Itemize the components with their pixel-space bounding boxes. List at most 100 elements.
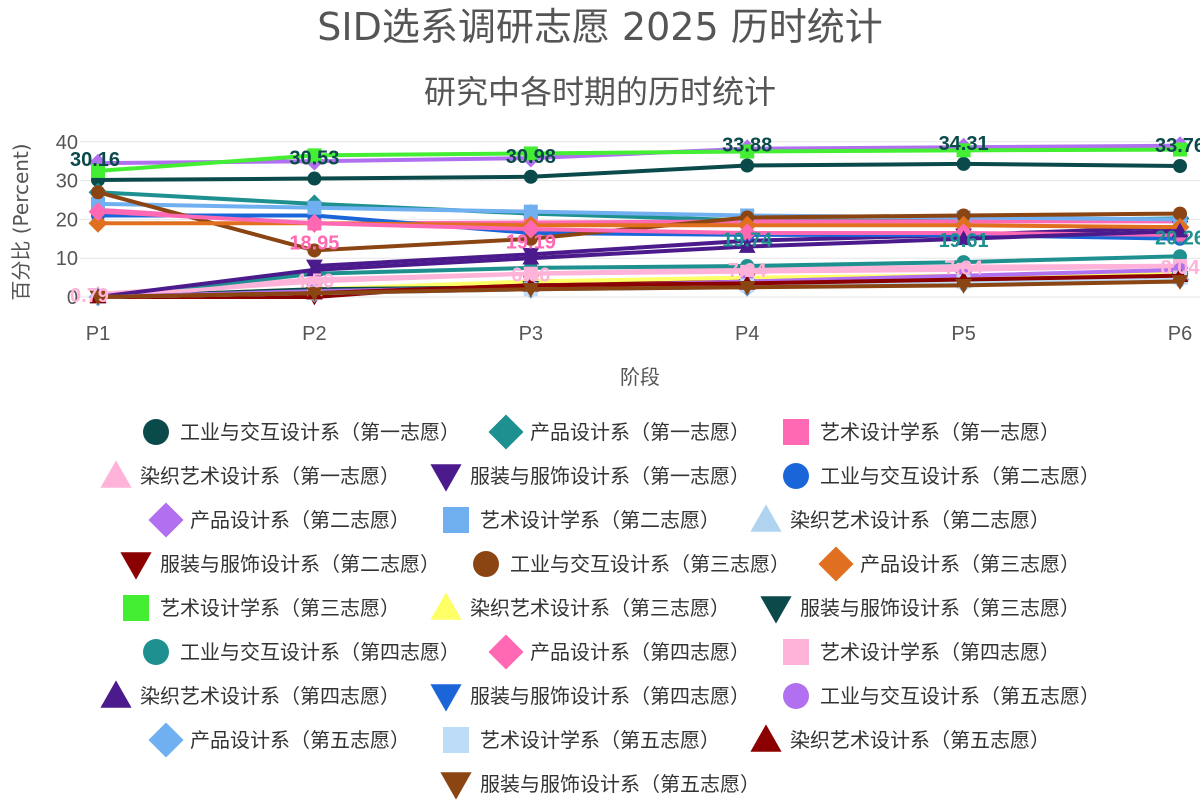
legend-item[interactable]: 服装与服饰设计系（第二志愿） [120, 552, 440, 580]
data-point [307, 171, 322, 186]
legend-label: 服装与服饰设计系（第一志愿） [470, 464, 750, 488]
chart-subtitle: 研究中各时期的历时统计 [424, 73, 776, 111]
data-label: 8.04 [1161, 257, 1200, 279]
data-label: 33.76 [1155, 135, 1200, 157]
data-point [1171, 222, 1189, 238]
data-point [523, 231, 538, 246]
legend-symbol-triangle-up [100, 680, 132, 708]
legend-item[interactable]: 艺术设计学系（第一志愿） [783, 419, 1060, 445]
legend-label: 工业与交互设计系（第五志愿） [820, 684, 1100, 708]
legend-item[interactable]: 产品设计系（第三志愿） [818, 546, 1080, 582]
legend-item[interactable]: 艺术设计学系（第四志愿） [783, 639, 1060, 665]
data-point [522, 249, 540, 265]
legend-item[interactable]: 染织艺术设计系（第四志愿） [100, 680, 400, 708]
y-axis-ticks: 0 10 20 30 40 [56, 132, 78, 309]
y-tick-label: 40 [56, 132, 78, 154]
data-point [307, 200, 322, 215]
plot-area: 0 10 20 30 40 P1 P2 P3 P4 P5 P6 30.16 30.53 30.98 33… [56, 132, 1200, 345]
legend-item[interactable]: 工业与交互设计系（第三志愿） [473, 551, 790, 577]
x-tick-label: P4 [735, 323, 759, 345]
data-point [1171, 275, 1189, 290]
y-tick-label: 10 [56, 248, 78, 270]
series-line [97, 229, 1181, 299]
data-point [1173, 159, 1187, 174]
legend-item[interactable]: 染织艺术设计系（第一志愿） [100, 460, 400, 488]
data-point [955, 279, 972, 294]
data-labels: 30.16 30.53 30.98 33.88 34.31 33.76 19.74 19.61… [70, 133, 1200, 307]
series-24 [89, 275, 1189, 306]
legend-item[interactable]: 产品设计系（第二志愿） [148, 502, 410, 538]
series-line [97, 209, 1181, 237]
series-layer [88, 136, 1190, 307]
legend-label: 艺术设计学系（第一志愿） [820, 420, 1060, 444]
data-point [738, 281, 756, 296]
series-line [97, 190, 1181, 253]
data-label: 34.31 [939, 133, 989, 155]
legend-symbol-diamond [148, 722, 184, 758]
legend-item[interactable]: 服装与服饰设计系（第五志愿） [440, 772, 760, 800]
y-axis-title: 百分比 (Percent) [9, 143, 33, 300]
legend-label: 产品设计系（第五志愿） [190, 728, 410, 752]
legend-item[interactable]: 艺术设计学系（第三志愿） [123, 595, 400, 621]
data-point [740, 158, 755, 173]
x-tick-label: P6 [1168, 323, 1192, 345]
data-point [738, 238, 756, 253]
data-point [91, 185, 105, 200]
legend-symbol-circle [783, 683, 809, 709]
legend-symbol-circle [143, 419, 169, 445]
data-point [523, 204, 538, 219]
legend-item[interactable]: 产品设计系（第五志愿） [148, 722, 410, 758]
legend-item[interactable]: 工业与交互设计系（第二志愿） [783, 463, 1100, 489]
data-point [522, 282, 540, 298]
legend-item[interactable]: 染织艺术设计系（第五志愿） [750, 724, 1050, 752]
legend-symbol-square [443, 727, 469, 753]
legend-item[interactable]: 服装与服饰设计系（第三志愿） [760, 596, 1080, 624]
data-label: 7.84 [944, 258, 984, 280]
legend-item[interactable]: 染织艺术设计系（第三志愿） [430, 592, 730, 620]
legend-symbol-square [783, 419, 809, 445]
legend-symbol-triangle-down [430, 684, 462, 712]
legend-symbol-diamond [818, 546, 854, 582]
y-tick-label: 0 [67, 287, 78, 309]
data-point [307, 148, 322, 163]
legend-symbol-triangle-down [120, 552, 152, 580]
legend-item[interactable]: 工业与交互设计系（第五志愿） [783, 683, 1100, 709]
data-point [88, 202, 108, 222]
legend-symbol-triangle-up [750, 724, 782, 752]
legend: 工业与交互设计系（第一志愿） 产品设计系（第一志愿） 艺术设计学系（第一志愿） 染织艺… [100, 414, 1100, 800]
legend-symbol-square [123, 595, 149, 621]
legend-item[interactable]: 服装与服饰设计系（第一志愿） [430, 464, 750, 492]
data-point [1173, 142, 1187, 157]
data-point [956, 143, 971, 158]
legend-item[interactable]: 产品设计系（第四志愿） [488, 634, 750, 670]
legend-symbol-square [443, 507, 469, 533]
legend-item[interactable]: 工业与交互设计系（第一志愿） [143, 419, 460, 445]
x-tick-label: P5 [951, 323, 975, 345]
data-label: 30.16 [70, 149, 120, 171]
data-label: 19.61 [939, 230, 989, 252]
legend-item[interactable]: 艺术设计学系（第二志愿） [443, 507, 720, 533]
data-point [955, 230, 972, 246]
legend-label: 染织艺术设计系（第一志愿） [140, 464, 400, 488]
data-point [307, 243, 322, 258]
data-point [89, 290, 107, 306]
legend-item[interactable]: 产品设计系（第一志愿） [488, 414, 750, 450]
legend-label: 染织艺术设计系（第二志愿） [790, 508, 1050, 532]
data-label: 0.79 [70, 285, 109, 307]
legend-label: 产品设计系（第四志愿） [530, 640, 750, 664]
legend-item[interactable]: 服装与服饰设计系（第四志愿） [430, 684, 750, 712]
legend-item[interactable]: 染织艺术设计系（第二志愿） [750, 504, 1050, 532]
data-label: 19.19 [506, 232, 556, 254]
legend-symbol-triangle-up [100, 460, 132, 488]
legend-symbol-circle [143, 639, 169, 665]
legend-item[interactable]: 工业与交互设计系（第四志愿） [143, 639, 460, 665]
y-tick-label: 30 [56, 171, 78, 193]
data-point [1173, 206, 1187, 221]
legend-label: 工业与交互设计系（第三志愿） [510, 552, 790, 576]
x-axis-ticks: P1 P2 P3 P4 P5 P6 [86, 323, 1192, 345]
legend-symbol-triangle-down [440, 772, 472, 800]
legend-label: 服装与服饰设计系（第三志愿） [800, 596, 1080, 620]
data-point [523, 266, 538, 281]
legend-item[interactable]: 艺术设计学系（第五志愿） [443, 727, 720, 753]
